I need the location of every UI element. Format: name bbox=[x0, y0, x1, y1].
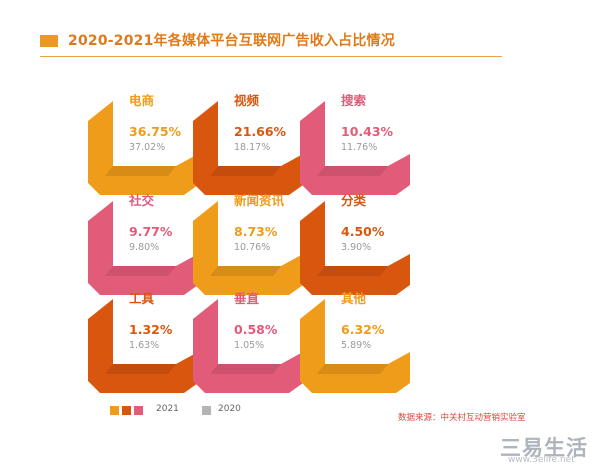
chart-header: 2020-2021年各媒体平台互联网广告收入占比情况 bbox=[40, 28, 585, 58]
tile-6: 工具 1.32% 1.63% bbox=[88, 291, 198, 393]
tile-value-2020: 10.76% bbox=[234, 242, 270, 253]
tile-value-2021: 0.58% bbox=[234, 322, 278, 337]
tile-label: 分类 bbox=[341, 193, 367, 208]
tile-value-2021: 6.32% bbox=[341, 322, 385, 337]
tile-value-2020: 18.17% bbox=[234, 142, 270, 153]
tile-label: 垂直 bbox=[234, 291, 260, 306]
tile-8: 其他 6.32% 5.89% bbox=[300, 291, 410, 393]
tile-value-2021: 10.43% bbox=[341, 124, 394, 139]
tile-shading bbox=[317, 166, 388, 176]
tile-2: 搜索 10.43% 11.76% bbox=[300, 93, 410, 195]
tile-label: 视频 bbox=[234, 93, 260, 108]
tile-shading bbox=[210, 266, 281, 276]
tile-value-2021: 36.75% bbox=[129, 124, 182, 139]
tile-label: 新闻资讯 bbox=[234, 193, 285, 208]
title-marker bbox=[40, 35, 58, 47]
tile-7: 垂直 0.58% 1.05% bbox=[193, 291, 303, 393]
tile-value-2020: 3.90% bbox=[341, 242, 371, 253]
tile-shading bbox=[105, 166, 176, 176]
watermark: 三易生活 www.3elife.net bbox=[500, 432, 600, 467]
tile-value-2020: 9.80% bbox=[129, 242, 159, 253]
tile-value-2020: 1.05% bbox=[234, 340, 264, 351]
tile-label: 搜索 bbox=[341, 93, 367, 108]
legend-label-2021: 2021 bbox=[156, 404, 179, 414]
tile-value-2020: 1.63% bbox=[129, 340, 159, 351]
tile-shading bbox=[105, 364, 176, 374]
tile-shading bbox=[317, 364, 388, 374]
tile-label: 其他 bbox=[341, 291, 367, 306]
legend-swatch-pink bbox=[134, 406, 143, 415]
tile-shading bbox=[317, 266, 388, 276]
watermark-text: 三易生活 bbox=[500, 436, 588, 460]
tile-0: 电商 36.75% 37.02% bbox=[88, 93, 198, 195]
tile-value-2021: 9.77% bbox=[129, 224, 173, 239]
legend-swatch-darkorange bbox=[122, 406, 131, 415]
tile-value-2021: 21.66% bbox=[234, 124, 287, 139]
tile-3: 社交 9.77% 9.80% bbox=[88, 193, 198, 295]
tile-label: 社交 bbox=[128, 193, 155, 208]
tile-value-2020: 5.89% bbox=[341, 340, 371, 351]
data-source: 数据来源：中关村互动营销实验室 bbox=[398, 413, 526, 423]
tile-value-2021: 4.50% bbox=[341, 224, 385, 239]
tile-value-2020: 37.02% bbox=[129, 142, 165, 153]
title-divider bbox=[40, 56, 502, 57]
legend-swatch-orange bbox=[110, 406, 119, 415]
tile-5: 分类 4.50% 3.90% bbox=[300, 193, 410, 295]
tile-label: 电商 bbox=[129, 93, 154, 108]
tile-1: 视频 21.66% 18.17% bbox=[193, 93, 303, 195]
tile-shading bbox=[210, 364, 281, 374]
tile-shading bbox=[210, 166, 281, 176]
watermark-url: www.3elife.net bbox=[508, 455, 575, 465]
tile-shading bbox=[105, 266, 176, 276]
tile-value-2021: 8.73% bbox=[234, 224, 278, 239]
tile-label: 工具 bbox=[129, 291, 155, 306]
tile-value-2021: 1.32% bbox=[129, 322, 173, 337]
chart-title: 2020-2021年各媒体平台互联网广告收入占比情况 bbox=[68, 33, 395, 49]
tile-value-2020: 11.76% bbox=[341, 142, 377, 153]
legend-label-2020: 2020 bbox=[218, 404, 241, 414]
tile-4: 新闻资讯 8.73% 10.76% bbox=[193, 193, 303, 295]
legend-swatch-gray bbox=[202, 406, 211, 415]
